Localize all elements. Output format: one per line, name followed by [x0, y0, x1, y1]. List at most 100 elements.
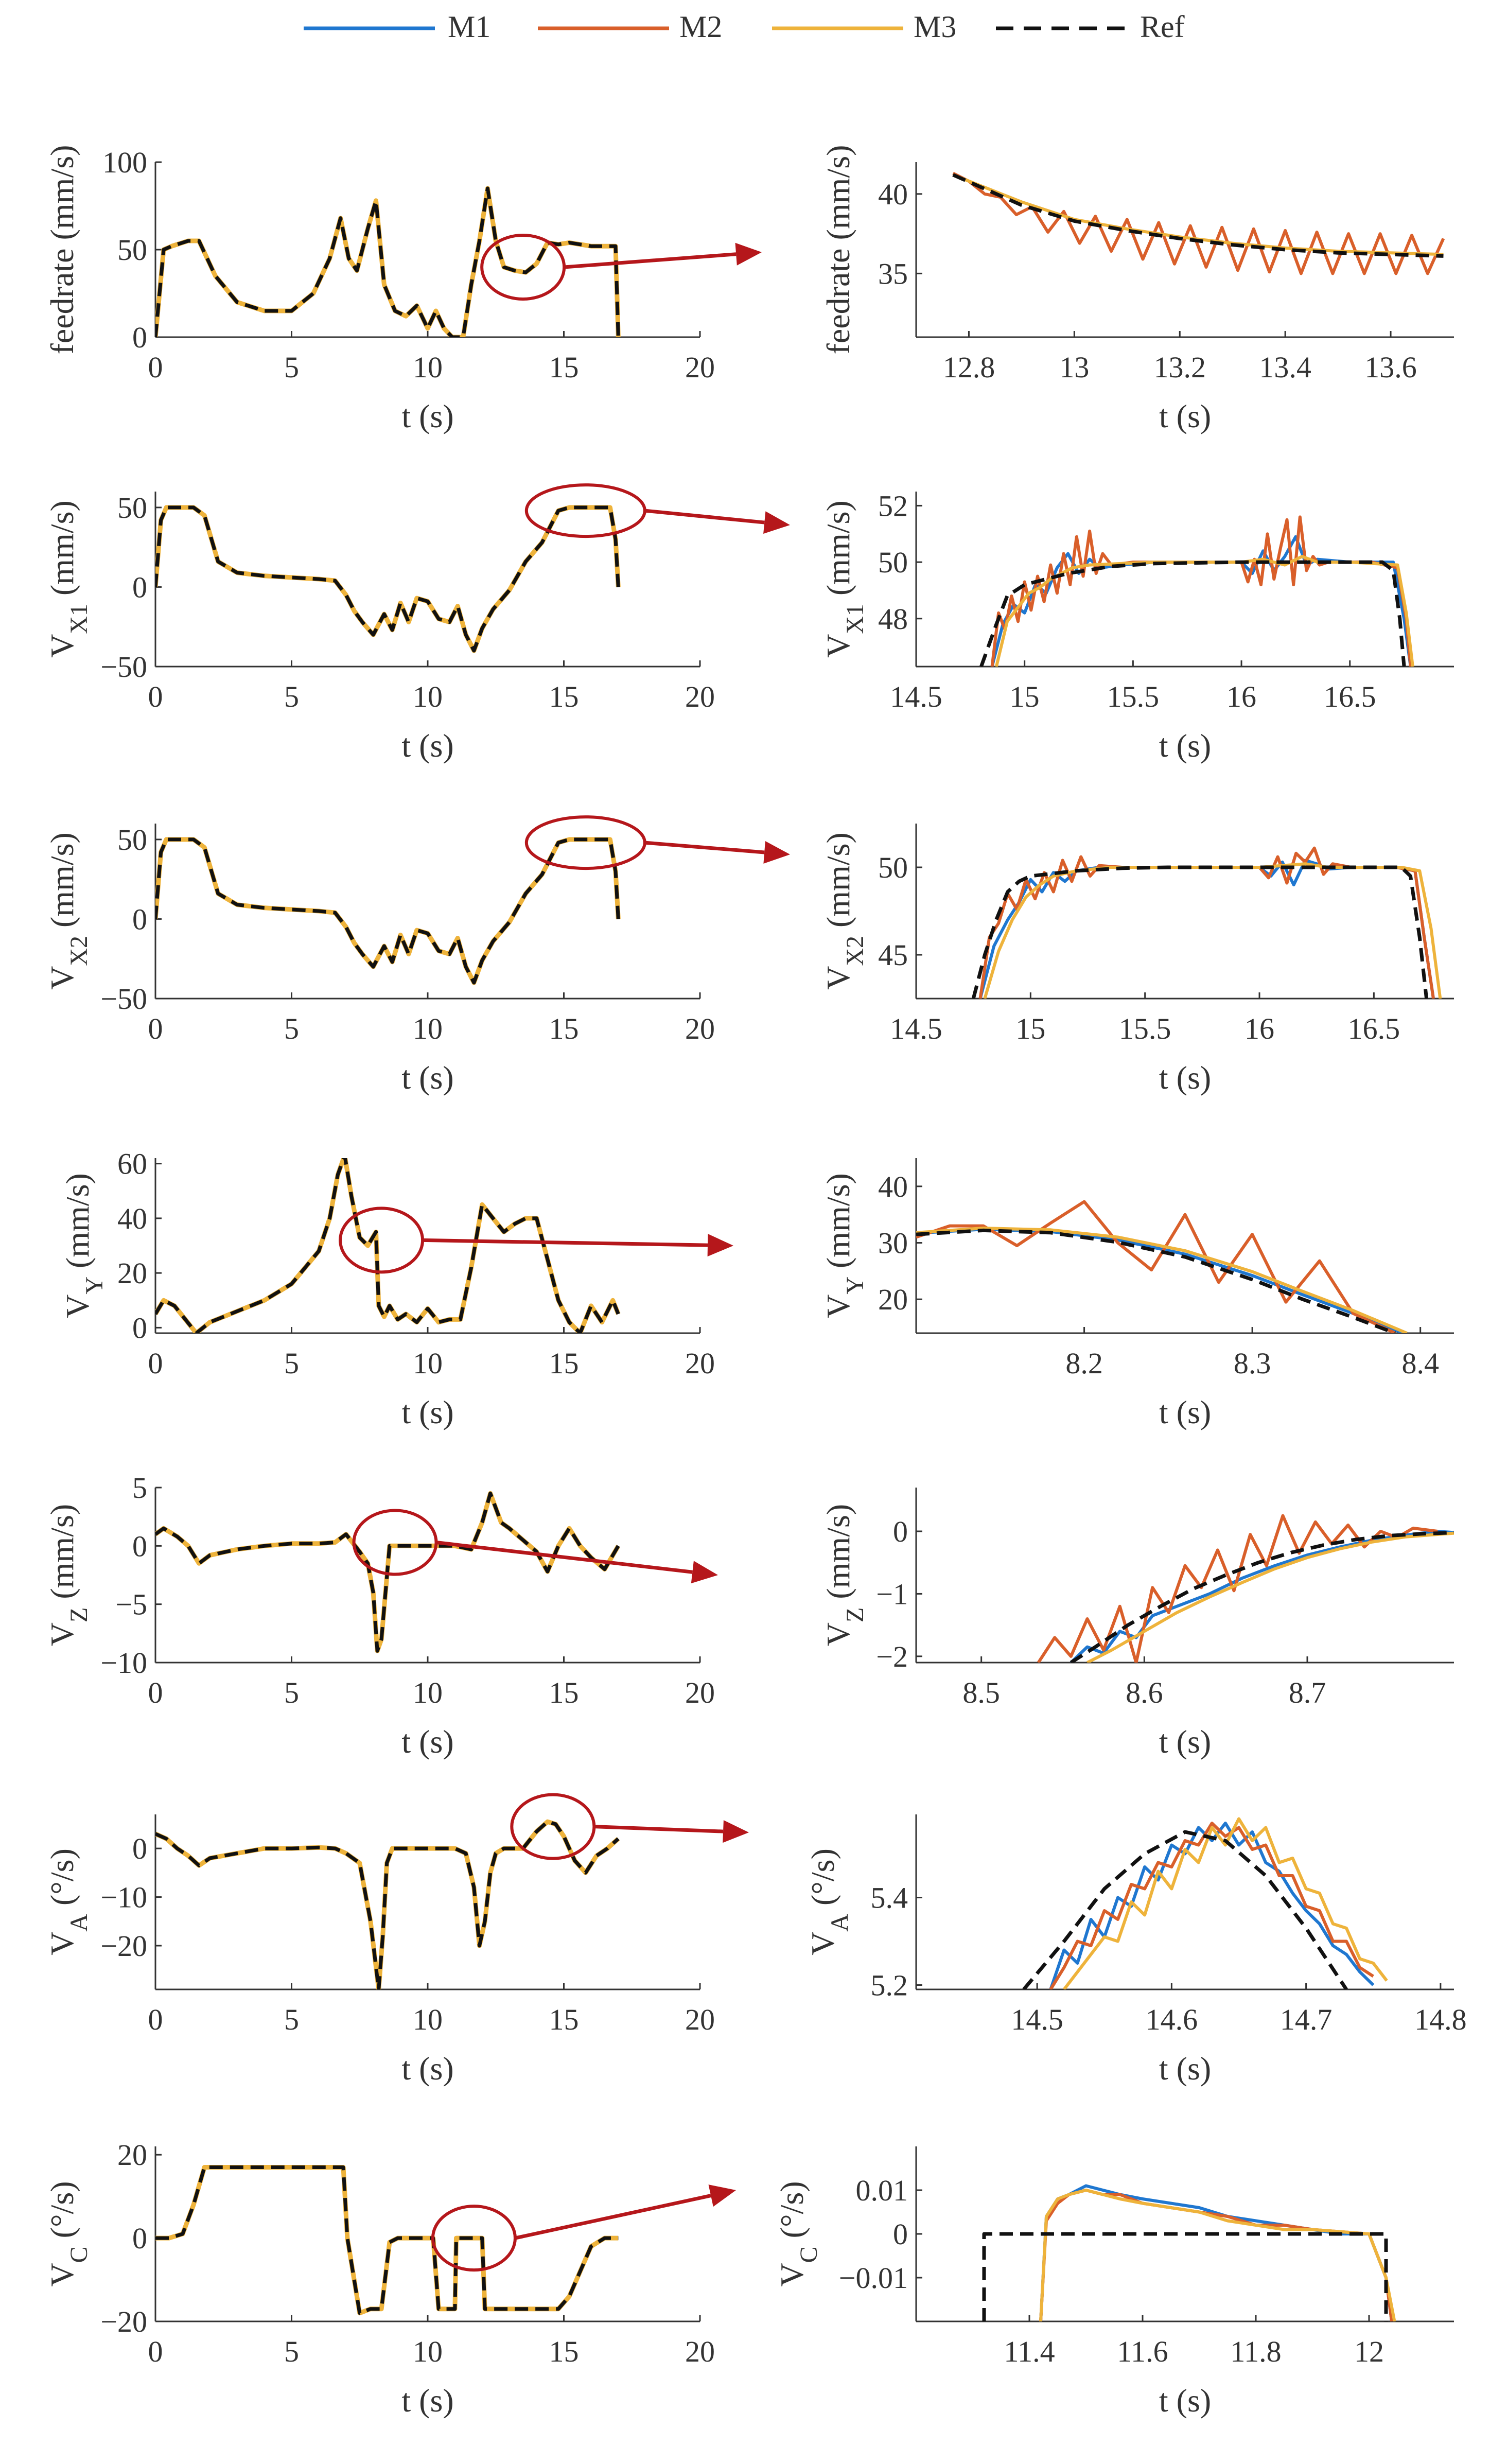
- series-line-m2: [990, 515, 1412, 667]
- x-tick-label: 15: [549, 680, 579, 713]
- x-tick-label: 0: [148, 2003, 163, 2036]
- x-tick-label: 10: [413, 2003, 443, 2036]
- zoom-arrow-head: [763, 511, 790, 534]
- series-line-ref: [155, 2165, 619, 2315]
- x-tick-label: 5: [284, 1012, 299, 1045]
- x-tick-label: 10: [413, 2335, 443, 2368]
- panel-vc-zoom: 11.4 11.6 11.8 12 −0.01 0 0.01 t (s) VC (°/s): [774, 2146, 1454, 2419]
- zoom-arrow: [594, 1825, 724, 1833]
- panel-vz-full: 0 5 10 15 20 −10 −5 0 5 t (s) VZ (mm/s): [44, 1471, 715, 1760]
- x-tick-label: 0: [148, 351, 163, 384]
- series-line-m1: [1070, 1530, 1454, 1663]
- y-tick-label: 40: [117, 1202, 147, 1235]
- zoom-arrow: [564, 252, 737, 269]
- x-tick-label: 10: [413, 351, 443, 384]
- x-tick-label: 5: [284, 680, 299, 713]
- y-tick-label: 0: [132, 1529, 147, 1563]
- series-line-ref: [916, 1228, 1396, 1333]
- zoom-highlight-ellipse: [524, 815, 646, 870]
- y-tick-label: 20: [117, 1256, 147, 1290]
- x-tick-label: 8.5: [962, 1676, 1000, 1709]
- x-axis-label: t (s): [401, 2382, 453, 2419]
- series-line-m3: [983, 862, 1442, 999]
- zoom-highlight-ellipse: [339, 1207, 425, 1274]
- panel-feedrate-zoom: 12.8 13 13.2 13.4 13.6 35 40 t (s) feedrate (mm/…: [820, 145, 1454, 434]
- series-line-m3: [1063, 1817, 1388, 1989]
- zoom-arrow-head: [707, 1234, 733, 1257]
- panel-vy-full: 0 5 10 15 20 0 20 40 60 t (s) VY (mm/s): [59, 1147, 715, 1430]
- y-axis-label: VX2 (mm/s): [44, 832, 93, 990]
- x-tick-label: 0: [148, 1347, 163, 1380]
- series-line-ref: [952, 173, 1444, 258]
- y-axis-label: VX1 (mm/s): [44, 500, 93, 658]
- x-axis-label: t (s): [1159, 1394, 1211, 1430]
- x-tick-label: 20: [685, 351, 715, 384]
- y-tick-label: 0: [132, 1832, 147, 1865]
- x-tick-label: 16: [1226, 680, 1256, 713]
- x-tick-label: 14.5: [890, 680, 942, 713]
- y-tick-label: 50: [878, 851, 908, 884]
- x-tick-label: 20: [685, 680, 715, 713]
- x-tick-label: 0: [148, 2335, 163, 2368]
- y-tick-label: 50: [117, 823, 147, 857]
- y-tick-label: −1: [876, 1577, 908, 1611]
- zoom-arrow: [436, 1541, 693, 1574]
- zoom-arrow-head: [708, 2185, 736, 2207]
- panel-vz-zoom: 8.5 8.6 8.7 −2 −1 0 t (s) VZ (mm/s): [820, 1488, 1454, 1760]
- x-tick-label: 14.5: [890, 1012, 942, 1045]
- series-line-ref: [155, 505, 620, 653]
- y-tick-label: 60: [117, 1147, 147, 1181]
- x-tick-label: 8.2: [1065, 1347, 1103, 1380]
- x-tick-label: 15.5: [1119, 1012, 1171, 1045]
- series-line-ref: [982, 2232, 1388, 2321]
- x-axis-label: t (s): [1159, 398, 1211, 434]
- y-tick-label: 48: [878, 602, 908, 636]
- y-tick-label: 0: [132, 321, 147, 354]
- x-tick-label: 5: [284, 351, 299, 384]
- x-tick-label: 20: [685, 1012, 715, 1045]
- series-line-m1: [1039, 2184, 1393, 2321]
- panel-vy-zoom: 8.2 8.3 8.4 20 30 40 t (s) VY (mm/s): [820, 1158, 1454, 1430]
- x-tick-label: 14.8: [1414, 2003, 1467, 2036]
- y-tick-label: 0.01: [856, 2174, 908, 2207]
- y-tick-label: 20: [878, 1283, 908, 1316]
- y-tick-label: −10: [100, 1881, 147, 1914]
- x-tick-label: 13.2: [1154, 351, 1206, 384]
- series-line-m2: [952, 171, 1445, 275]
- y-tick-label: 40: [878, 1170, 908, 1203]
- x-tick-label: 15: [1015, 1012, 1045, 1045]
- y-tick-label: 0: [132, 570, 147, 604]
- y-tick-label: 52: [878, 489, 908, 522]
- x-tick-label: 12: [1354, 2335, 1384, 2368]
- x-tick-label: 8.6: [1126, 1676, 1163, 1709]
- x-tick-label: 15: [549, 2335, 579, 2368]
- x-tick-label: 11.4: [1004, 2335, 1055, 2368]
- y-tick-label: 0: [893, 2217, 908, 2251]
- series-line-ref: [971, 865, 1429, 999]
- series-line-ref: [155, 1158, 620, 1333]
- x-tick-label: 15: [549, 1347, 579, 1380]
- x-tick-label: 8.3: [1234, 1347, 1271, 1380]
- zoom-arrow-head: [691, 1561, 718, 1584]
- series-line-ref: [155, 837, 620, 985]
- legend-label-ref: Ref: [1140, 10, 1185, 44]
- y-tick-label: 45: [878, 938, 908, 972]
- x-tick-label: 14.5: [1011, 2003, 1063, 2036]
- zoom-highlight-ellipse: [524, 483, 646, 538]
- x-tick-label: 12.8: [943, 351, 995, 384]
- y-tick-label: −2: [876, 1640, 908, 1673]
- y-tick-label: 5.4: [871, 1881, 908, 1915]
- y-tick-label: 35: [878, 257, 908, 290]
- zoom-arrow: [423, 1238, 708, 1247]
- x-axis-label: t (s): [401, 1059, 453, 1096]
- y-tick-label: 50: [878, 546, 908, 579]
- x-tick-label: 15: [549, 1676, 579, 1709]
- x-tick-label: 0: [148, 680, 163, 713]
- x-tick-label: 13.4: [1259, 351, 1311, 384]
- x-tick-label: 5: [284, 2335, 299, 2368]
- y-tick-label: 50: [117, 491, 147, 525]
- y-axis-label: VA (°/s): [44, 1848, 93, 1955]
- x-axis-label: t (s): [1159, 1059, 1211, 1096]
- y-tick-label: 0: [132, 1311, 147, 1344]
- x-tick-label: 20: [685, 1347, 715, 1380]
